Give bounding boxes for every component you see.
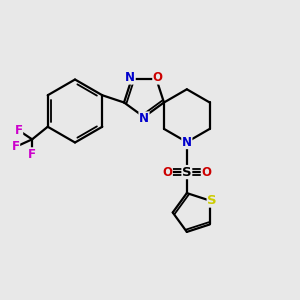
- Text: S: S: [207, 194, 217, 207]
- Text: F: F: [15, 124, 22, 137]
- Text: N: N: [182, 136, 192, 148]
- Text: N: N: [139, 112, 149, 125]
- Text: O: O: [153, 71, 163, 84]
- Text: N: N: [125, 71, 135, 84]
- Text: F: F: [28, 148, 36, 161]
- Text: S: S: [182, 166, 192, 178]
- Text: O: O: [162, 166, 172, 178]
- Text: O: O: [201, 166, 211, 178]
- Text: F: F: [12, 140, 20, 153]
